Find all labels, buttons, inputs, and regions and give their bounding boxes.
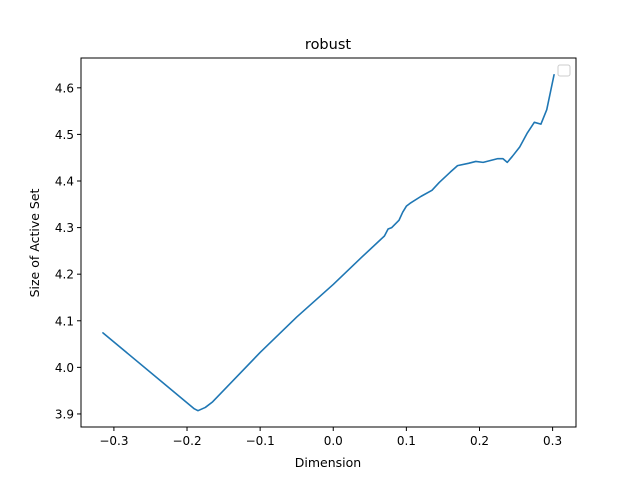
axis-ticks: −0.3 −0.2 −0.1 0.0 0.1 0.2 0.3 3.9 4.0 4.1 4.2 4.3 4… <box>55 81 562 448</box>
y-axis-label: Size of Active Set <box>27 188 42 297</box>
x-tick-label: 0.0 <box>324 434 343 448</box>
x-axis-label: Dimension <box>295 455 361 470</box>
y-tick-label: 4.6 <box>55 81 74 95</box>
y-tick-label: 4.1 <box>55 314 74 328</box>
x-tick-label: 0.1 <box>397 434 416 448</box>
data-series <box>102 73 555 412</box>
y-tick-label: 4.2 <box>55 268 74 282</box>
y-tick-label: 4.3 <box>55 221 74 235</box>
x-tick-label: −0.3 <box>99 434 128 448</box>
legend-box <box>557 64 571 77</box>
x-tick-label: −0.1 <box>246 434 275 448</box>
plot-frame <box>80 57 577 428</box>
y-tick-label: 4.4 <box>55 175 74 189</box>
series-line <box>102 73 555 412</box>
y-tick-label: 4.0 <box>55 361 74 375</box>
x-tick-label: 0.3 <box>543 434 562 448</box>
y-tick-label: 3.9 <box>55 407 74 421</box>
x-tick-label: 0.2 <box>470 434 489 448</box>
x-tick-label: −0.2 <box>172 434 201 448</box>
y-tick-label: 4.5 <box>55 128 74 142</box>
chart-title: robust <box>305 37 351 53</box>
